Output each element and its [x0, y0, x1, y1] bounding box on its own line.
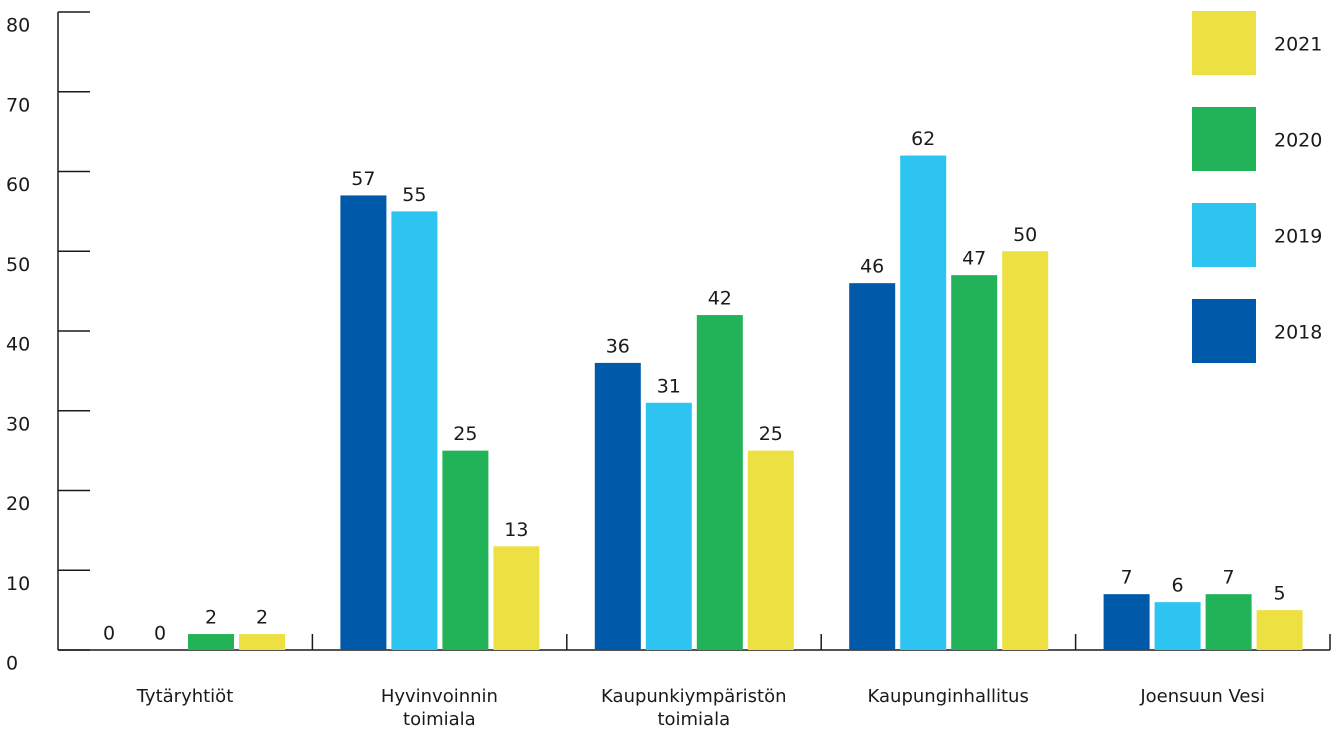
- y-tick-label: 0: [6, 653, 18, 675]
- value-label: 7: [1223, 567, 1235, 589]
- value-label: 0: [154, 623, 166, 645]
- value-label: 55: [402, 184, 426, 206]
- bar: [239, 634, 285, 650]
- value-label: 47: [962, 248, 986, 270]
- value-label: 62: [911, 128, 935, 150]
- y-tick-label: 50: [6, 254, 30, 276]
- bar: [900, 155, 947, 651]
- bar: [1002, 251, 1049, 650]
- y-tick-label: 80: [6, 15, 30, 37]
- bar: [951, 275, 998, 650]
- bar: [1154, 602, 1201, 650]
- bar: [442, 450, 489, 650]
- value-label: 31: [657, 375, 681, 397]
- value-label: 0: [103, 623, 115, 645]
- value-label: 2: [205, 607, 217, 629]
- value-label: 6: [1172, 575, 1184, 597]
- bar: [849, 283, 896, 650]
- bar: [493, 546, 540, 650]
- x-tick-label: Tytäryhtiöt: [136, 686, 234, 707]
- value-label: 2: [256, 607, 268, 629]
- value-label: 5: [1274, 583, 1286, 605]
- bar: [696, 315, 743, 650]
- legend-swatch: [1192, 107, 1256, 171]
- value-label: 57: [351, 168, 375, 190]
- y-tick-label: 10: [6, 573, 30, 595]
- legend-label: 2021: [1274, 34, 1322, 56]
- value-label: 46: [860, 256, 884, 278]
- legend-label: 2018: [1274, 322, 1322, 344]
- bar: [645, 402, 692, 650]
- legend-swatch: [1192, 203, 1256, 267]
- legend-swatch: [1192, 11, 1256, 75]
- value-label: 13: [504, 519, 528, 541]
- value-label: 42: [708, 288, 732, 310]
- x-tick-label: Kaupunginhallitus: [867, 686, 1029, 707]
- bar: [1103, 594, 1150, 650]
- legend-swatch: [1192, 299, 1256, 363]
- x-tick-label: Kaupunkiympäristön toimiala: [601, 686, 787, 730]
- bar: [340, 195, 387, 651]
- y-tick-label: 60: [6, 174, 30, 196]
- value-label: 25: [759, 423, 783, 445]
- bar: [391, 211, 438, 650]
- bar: [188, 634, 234, 650]
- value-label: 7: [1121, 567, 1133, 589]
- bar: [594, 362, 641, 650]
- x-tick-label: Joensuun Vesi: [1140, 686, 1265, 707]
- y-tick-label: 40: [6, 334, 30, 356]
- value-label: 25: [453, 423, 477, 445]
- legend-label: 2020: [1274, 130, 1322, 152]
- y-tick-label: 30: [6, 413, 30, 435]
- x-tick-label: Hyvinvoinnin toimiala: [380, 686, 498, 730]
- legend-label: 2019: [1274, 226, 1322, 248]
- y-tick-label: 70: [6, 94, 30, 116]
- bar: [1256, 610, 1303, 650]
- bar: [747, 450, 794, 650]
- bar: [1205, 594, 1252, 650]
- value-label: 50: [1013, 224, 1037, 246]
- y-tick-label: 20: [6, 493, 30, 515]
- value-label: 36: [606, 335, 630, 357]
